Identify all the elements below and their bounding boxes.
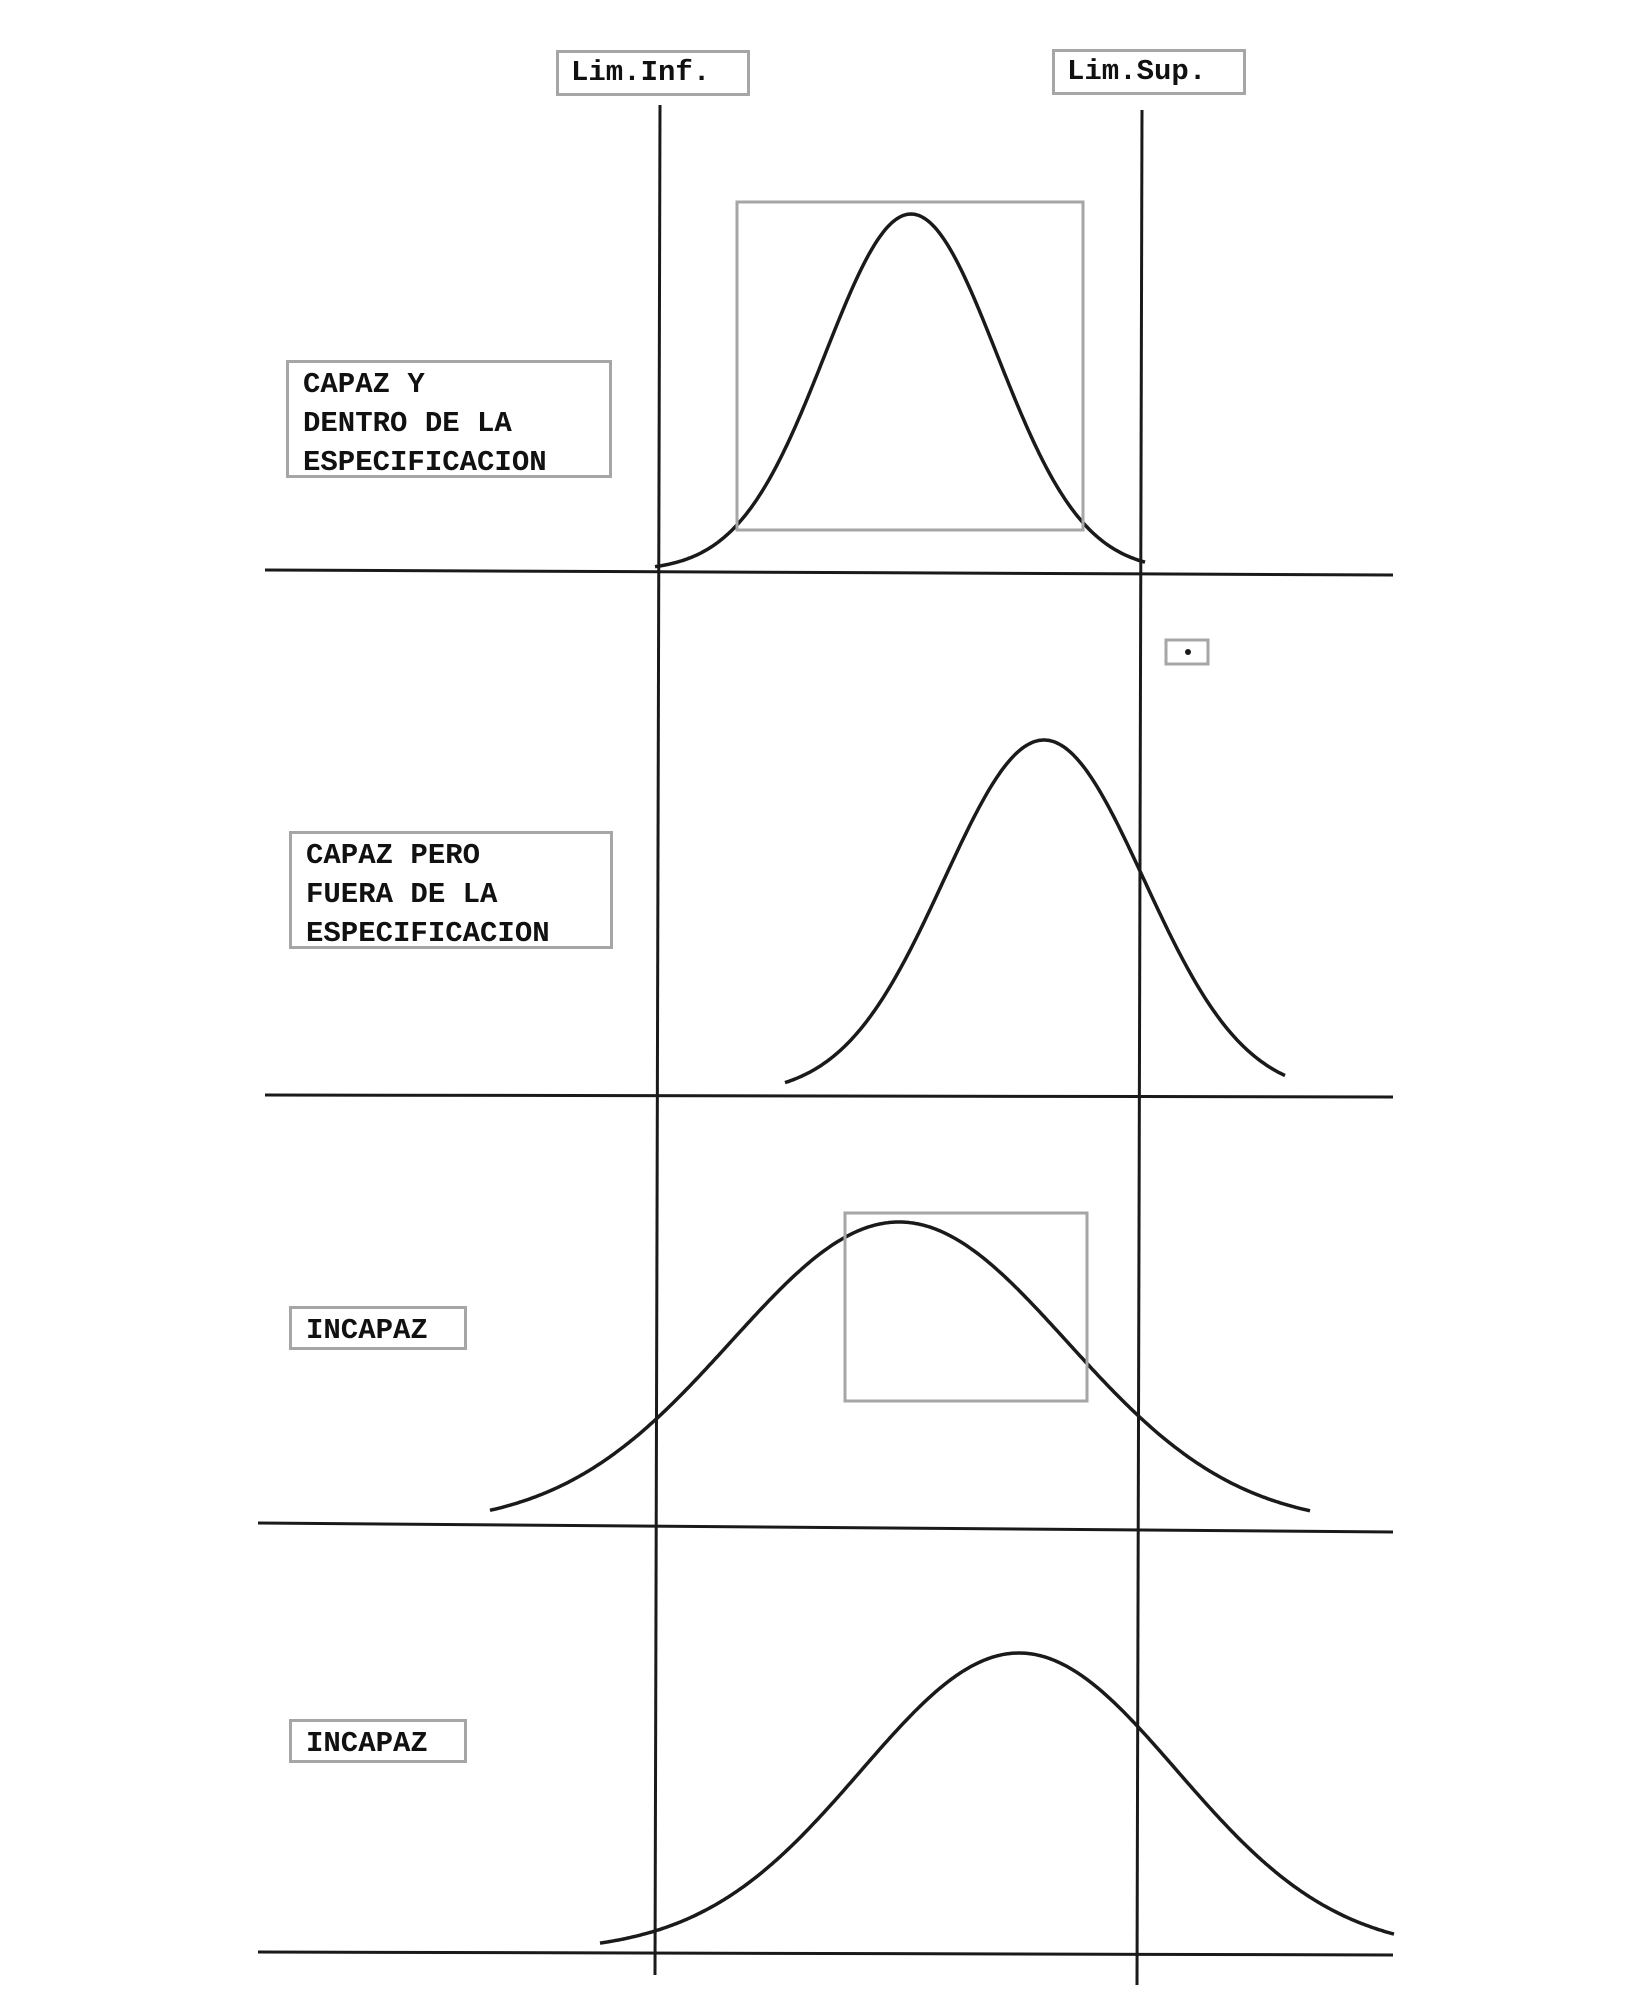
upper-limit-label: Lim.Sup. (1052, 49, 1246, 95)
baseline-1 (264, 568, 1394, 577)
lower-spec-limit-line (653, 104, 662, 1976)
case-label-capable-within-spec: CAPAZ Y DENTRO DE LA ESPECIFICACION (286, 360, 612, 479)
distribution-curve-2 (784, 738, 1286, 1085)
distribution-curve-4 (599, 1651, 1395, 1945)
highlight-box-2 (1164, 638, 1210, 666)
speck-dot (1185, 649, 1191, 655)
highlight-box-1 (735, 200, 1085, 532)
case-label-capable-out-of-spec: CAPAZ PERO FUERA DE LA ESPECIFICACION (289, 831, 613, 950)
baseline-2 (264, 1093, 1394, 1099)
baseline-4 (257, 1950, 1394, 1957)
distribution-curve-3 (489, 1220, 1311, 1513)
highlight-box-3 (843, 1211, 1089, 1403)
upper-spec-limit-line (1135, 109, 1144, 1986)
case-label-incapable-1: INCAPAZ (289, 1306, 467, 1350)
baseline-3 (257, 1521, 1394, 1534)
distribution-curve-1 (654, 212, 1146, 569)
lower-limit-label: Lim.Inf. (556, 50, 750, 96)
case-label-incapable-2: INCAPAZ (289, 1719, 467, 1763)
